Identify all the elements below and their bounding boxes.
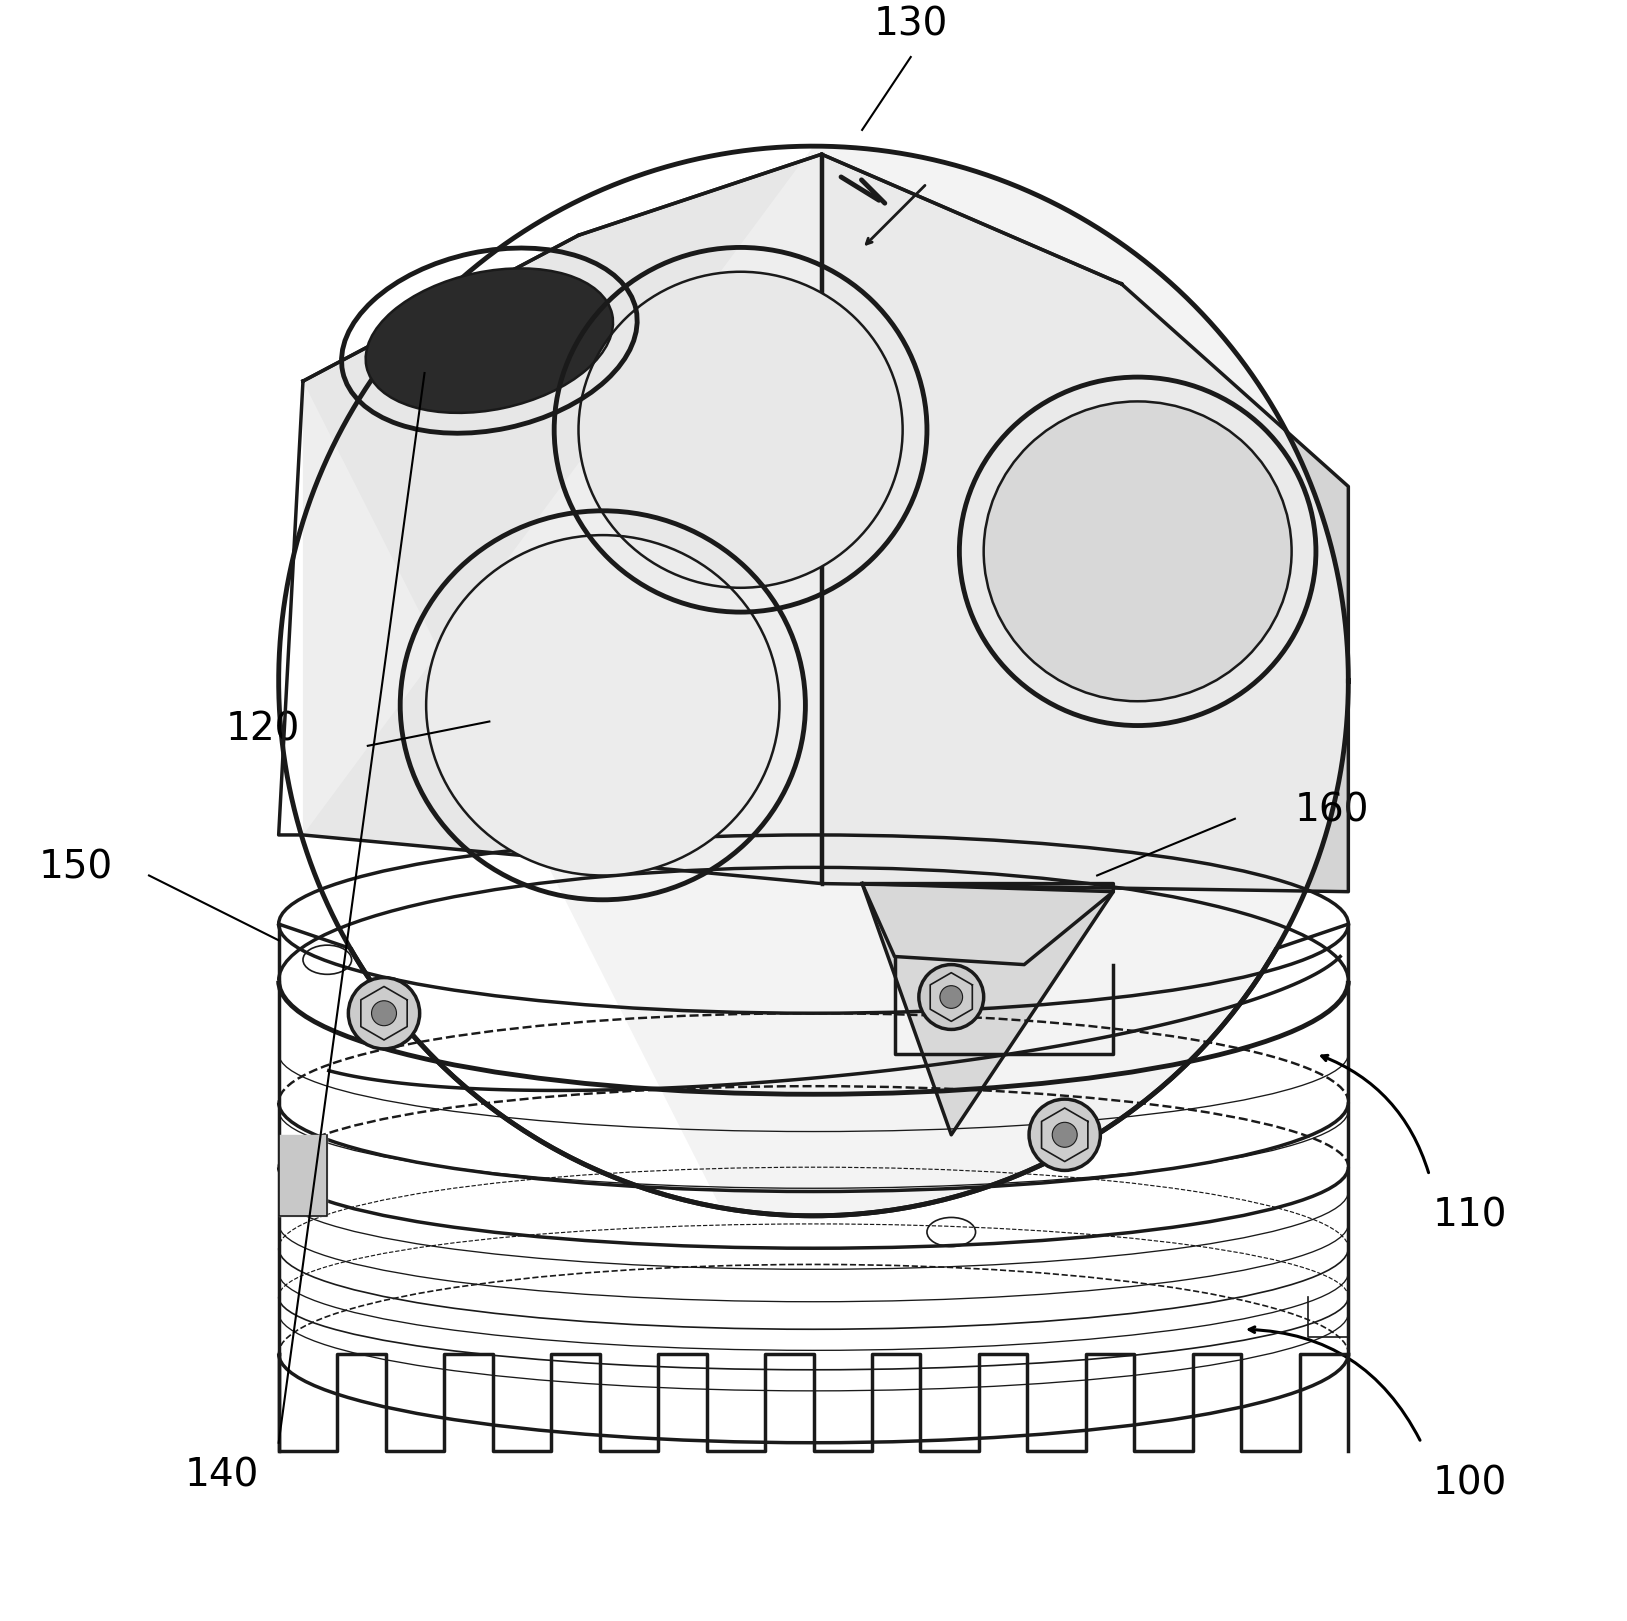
Ellipse shape	[426, 535, 779, 875]
Circle shape	[919, 964, 984, 1029]
Circle shape	[1028, 1099, 1100, 1170]
Text: 130: 130	[874, 5, 949, 44]
Text: 100: 100	[1433, 1464, 1507, 1503]
Polygon shape	[862, 883, 1113, 1135]
Polygon shape	[303, 154, 822, 883]
Circle shape	[371, 1000, 397, 1026]
Ellipse shape	[984, 402, 1292, 702]
Polygon shape	[303, 146, 1349, 1216]
Text: 110: 110	[1433, 1196, 1507, 1235]
Text: 120: 120	[225, 710, 299, 749]
Ellipse shape	[366, 269, 613, 413]
Polygon shape	[278, 1135, 327, 1216]
Polygon shape	[822, 154, 1349, 892]
Circle shape	[348, 977, 420, 1049]
Circle shape	[940, 986, 963, 1008]
Ellipse shape	[579, 272, 903, 588]
Text: 160: 160	[1295, 791, 1370, 830]
Text: 140: 140	[185, 1456, 259, 1495]
Text: 150: 150	[39, 848, 114, 887]
Circle shape	[1053, 1122, 1077, 1148]
